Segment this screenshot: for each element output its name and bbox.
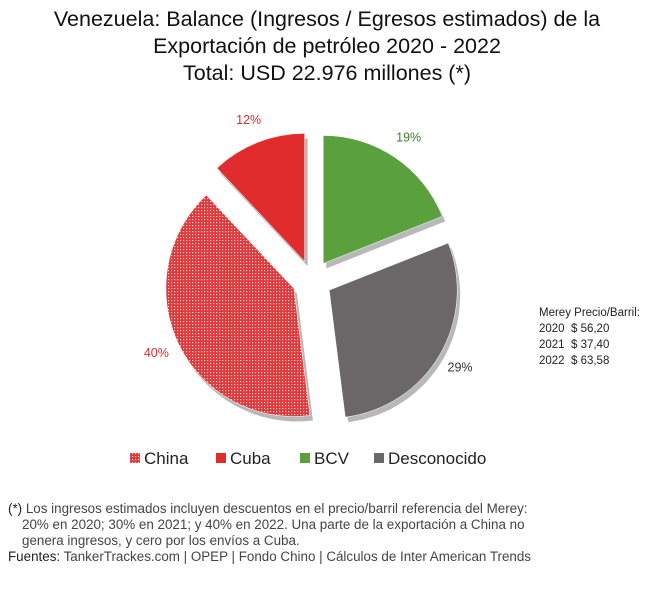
pie-slice-cuba — [216, 133, 305, 263]
price-row-2020: 2020 $ 56,20 — [539, 323, 609, 335]
legend-label-bcv: BCV — [314, 449, 350, 468]
price-row-2022: 2022 $ 63,58 — [539, 355, 609, 367]
pie-slice-china — [165, 194, 311, 417]
pie-label-desconocido: 29% — [448, 361, 473, 375]
footnote-line-1: (*) Los ingresos estimados incluyen desc… — [8, 501, 663, 517]
legend: China Cuba BCV Desconocido — [130, 449, 486, 468]
pie-slices — [165, 133, 461, 423]
pie-slice-desconocido — [328, 242, 458, 418]
chart-title-line-1: Venezuela: Balance (Ingresos / Egresos e… — [54, 7, 600, 31]
footnote: (*) Los ingresos estimados incluyen desc… — [8, 501, 663, 565]
price-row-2021: 2021 $ 37,40 — [539, 339, 609, 351]
price-box-heading: Merey Precio/Barril: — [539, 307, 640, 319]
chart-title-line-2: Exportación de petróleo 2020 - 2022 — [153, 34, 501, 58]
pie-labels: 19% 29% 40% 12% — [144, 113, 473, 374]
legend-label-china: China — [144, 449, 189, 468]
legend-swatch-desconocido — [374, 453, 384, 463]
pie-label-cuba: 12% — [236, 113, 261, 127]
chart-title-line-3: Total: USD 22.976 millones (*) — [183, 61, 471, 85]
legend-swatch-cuba — [216, 453, 226, 463]
sources-label: Fuentes: — [8, 549, 61, 564]
pie-label-china: 40% — [144, 346, 169, 360]
pie-slice-bcv — [322, 135, 443, 264]
price-box: Merey Precio/Barril: 2020 $ 56,20 2021 $… — [539, 307, 640, 367]
footnote-text-1: Los ingresos estimados incluyen descuent… — [22, 501, 528, 516]
legend-label-desconocido: Desconocido — [388, 449, 486, 468]
sources-line: Fuentes: TankerTrackes.com | OPEP | Fond… — [8, 549, 663, 565]
legend-swatch-bcv — [300, 453, 310, 463]
footnote-marker: (*) — [8, 501, 23, 516]
pie-label-bcv: 19% — [396, 131, 421, 145]
legend-label-cuba: Cuba — [230, 449, 271, 468]
sources-text: TankerTrackes.com | OPEP | Fondo Chino |… — [60, 549, 531, 564]
footnote-line-3: genera ingresos, y cero por los envíos a… — [22, 533, 300, 548]
footnote-line-2: 20% en 2020; 30% en 2021; y 40% en 2022.… — [22, 517, 525, 532]
legend-swatch-china — [130, 453, 140, 463]
